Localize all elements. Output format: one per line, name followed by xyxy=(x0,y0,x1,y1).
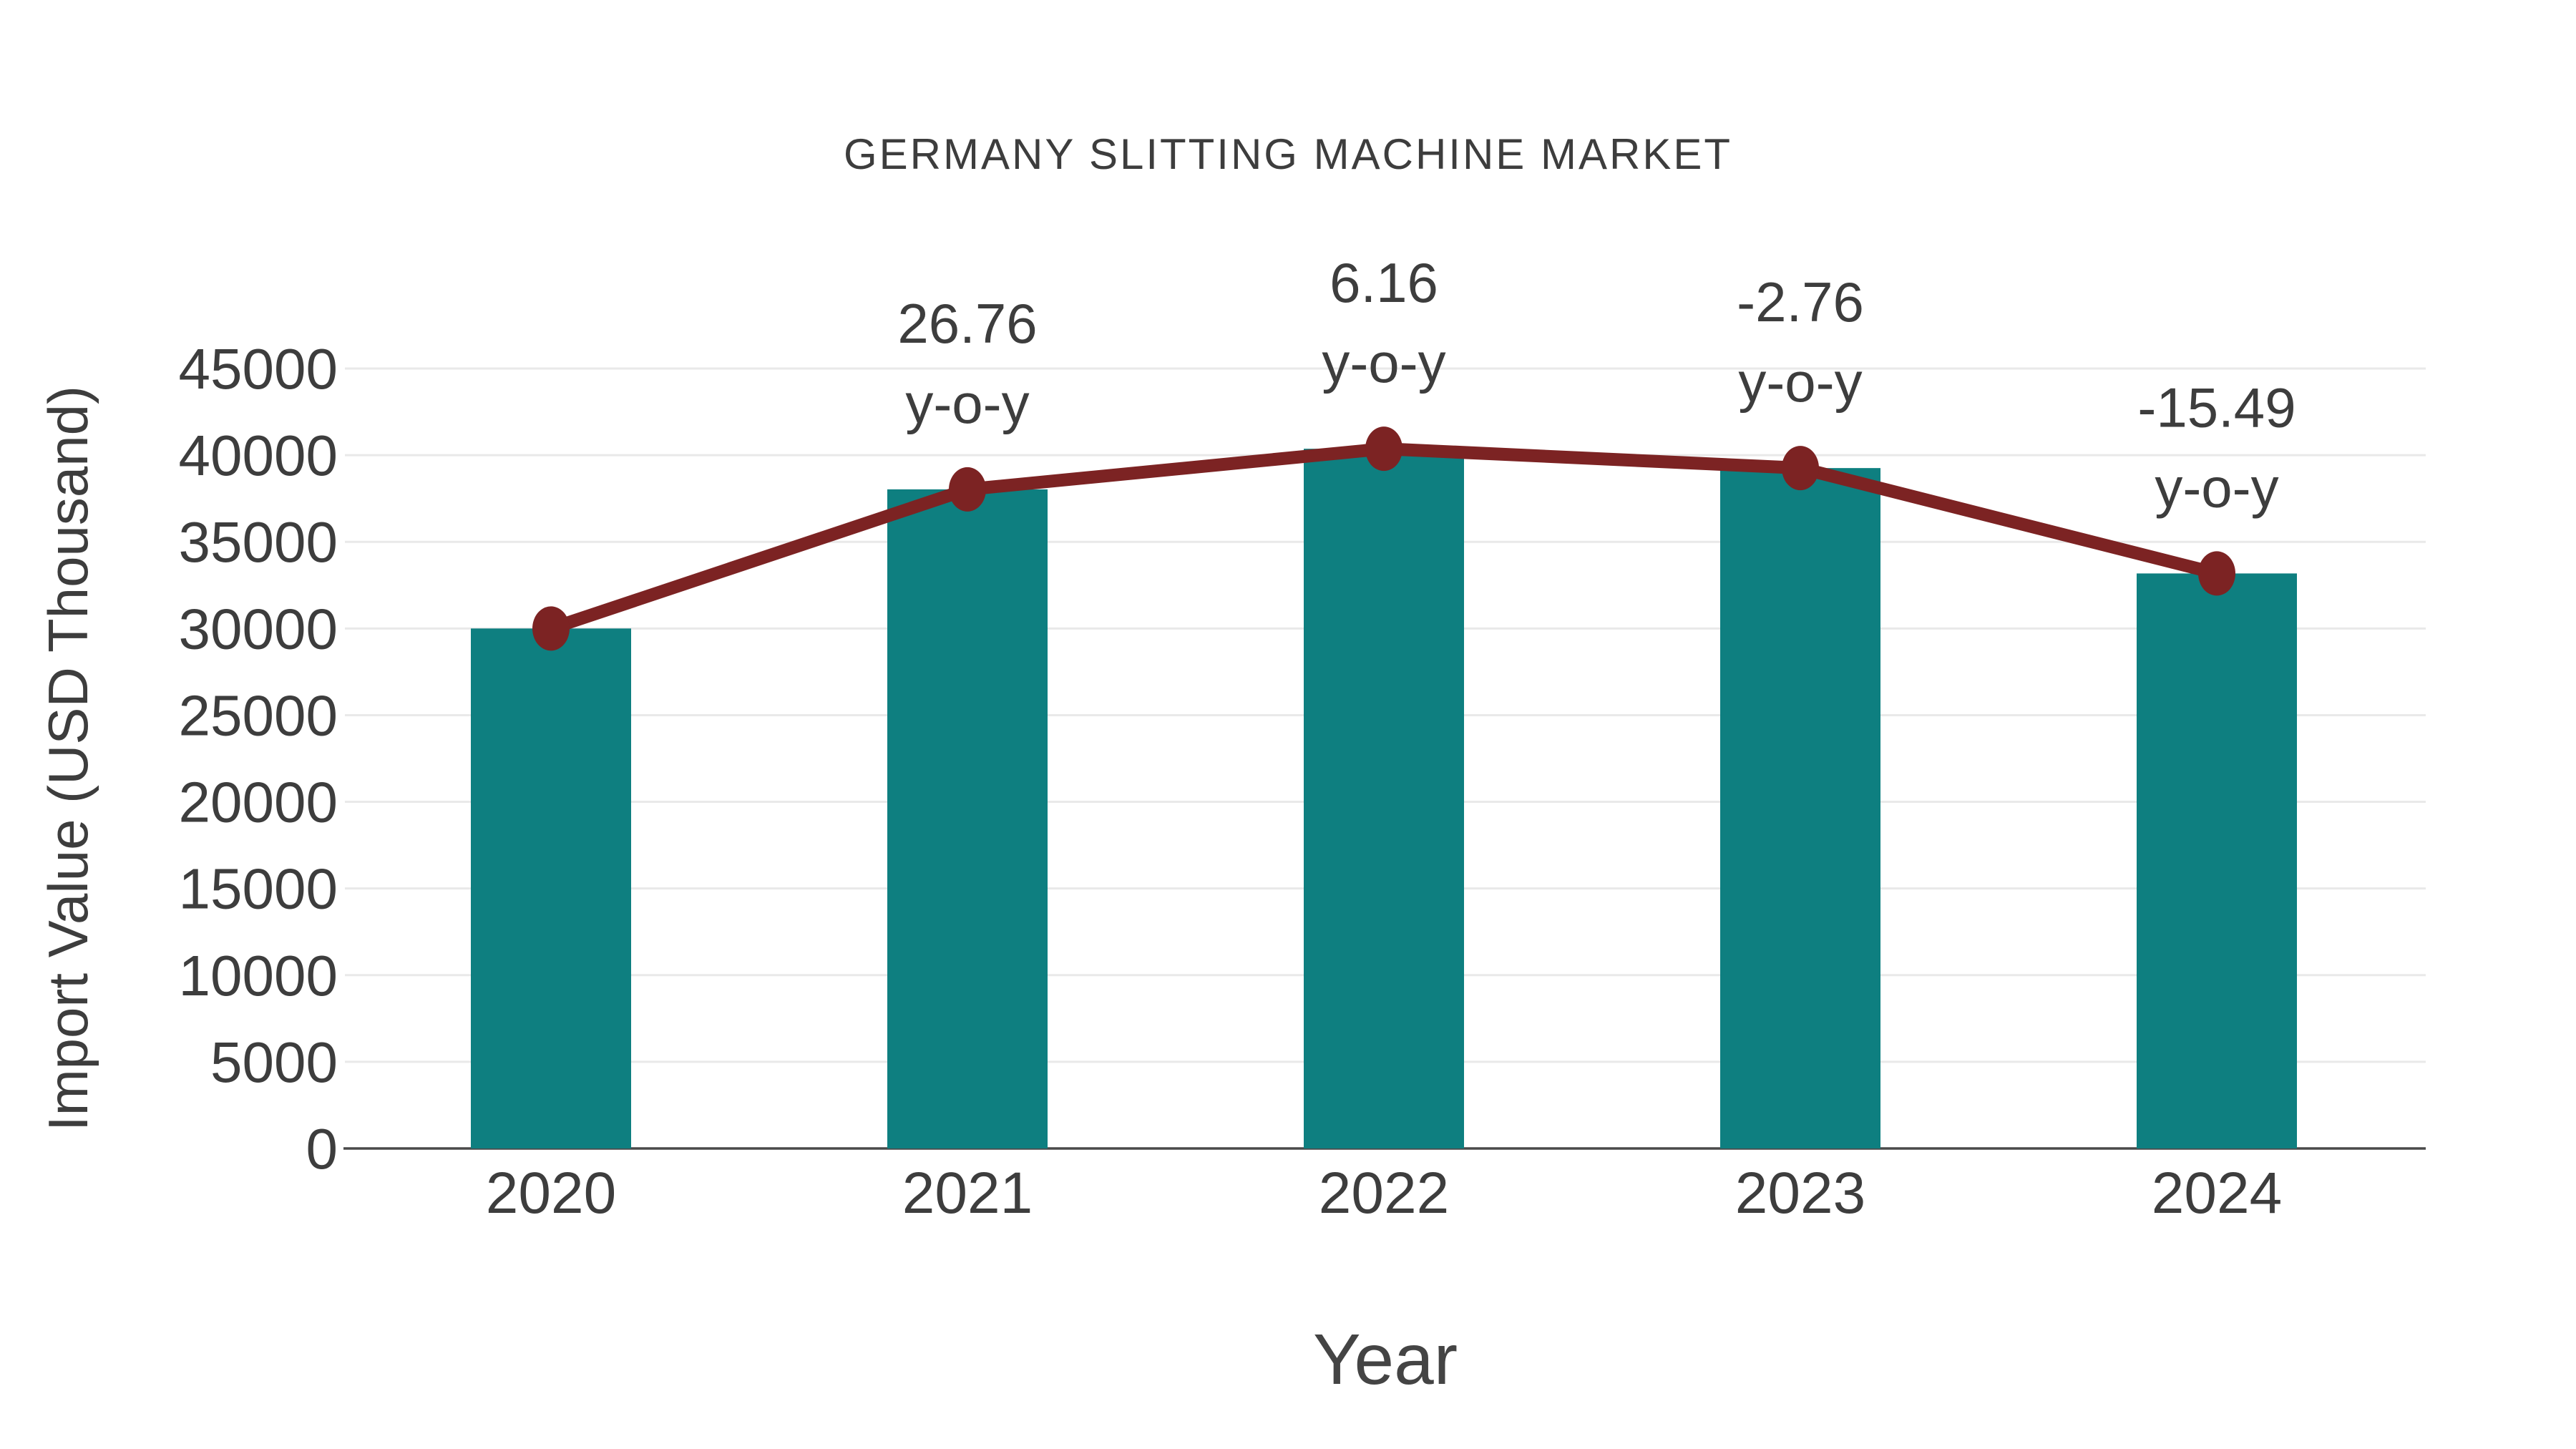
bar-2022 xyxy=(1304,449,1464,1148)
x-category-label-2024: 2024 xyxy=(2152,1161,2282,1226)
marker-2023 xyxy=(1782,446,1819,491)
y-tick-label-25000: 25000 xyxy=(179,683,338,747)
annotation-value-2021: 26.76 xyxy=(897,292,1037,355)
x-category-label-2022: 2022 xyxy=(1319,1161,1449,1226)
y-tick-label-10000: 10000 xyxy=(179,944,338,1008)
marker-2020 xyxy=(532,606,570,651)
annotation-suffix-2024: y-o-y xyxy=(2155,456,2278,519)
annotation-value-2023: -2.76 xyxy=(1737,270,1864,333)
annotation-value-2024: -15.49 xyxy=(2137,376,2296,439)
annotation-suffix-2021: y-o-y xyxy=(905,372,1029,435)
y-tick-label-30000: 30000 xyxy=(179,597,338,660)
marker-2021 xyxy=(949,467,986,512)
y-tick-label-20000: 20000 xyxy=(179,771,338,834)
bar-2020 xyxy=(471,628,631,1148)
marker-2022 xyxy=(1365,426,1402,472)
y-tick-label-40000: 40000 xyxy=(179,424,338,487)
bar-2021 xyxy=(887,489,1048,1148)
annotation-suffix-2022: y-o-y xyxy=(1322,331,1445,394)
marker-2024 xyxy=(2198,551,2235,596)
annotation-suffix-2023: y-o-y xyxy=(1738,351,1862,414)
y-tick-label-35000: 35000 xyxy=(179,510,338,574)
y-tick-label-45000: 45000 xyxy=(179,337,338,401)
x-category-label-2021: 2021 xyxy=(902,1161,1033,1226)
bar-2023 xyxy=(1720,468,1880,1148)
y-tick-label-0: 0 xyxy=(306,1117,338,1181)
y-tick-label-5000: 5000 xyxy=(210,1030,338,1094)
x-category-label-2023: 2023 xyxy=(1735,1161,1865,1226)
x-axis-title: Year xyxy=(1312,1319,1458,1400)
y-tick-label-15000: 15000 xyxy=(179,857,338,921)
chart-title: GERMANY SLITTING MACHINE MARKET xyxy=(843,130,1733,178)
x-category-label-2020: 2020 xyxy=(486,1161,616,1226)
bar-2024 xyxy=(2137,573,2297,1148)
annotation-value-2022: 6.16 xyxy=(1330,251,1438,314)
